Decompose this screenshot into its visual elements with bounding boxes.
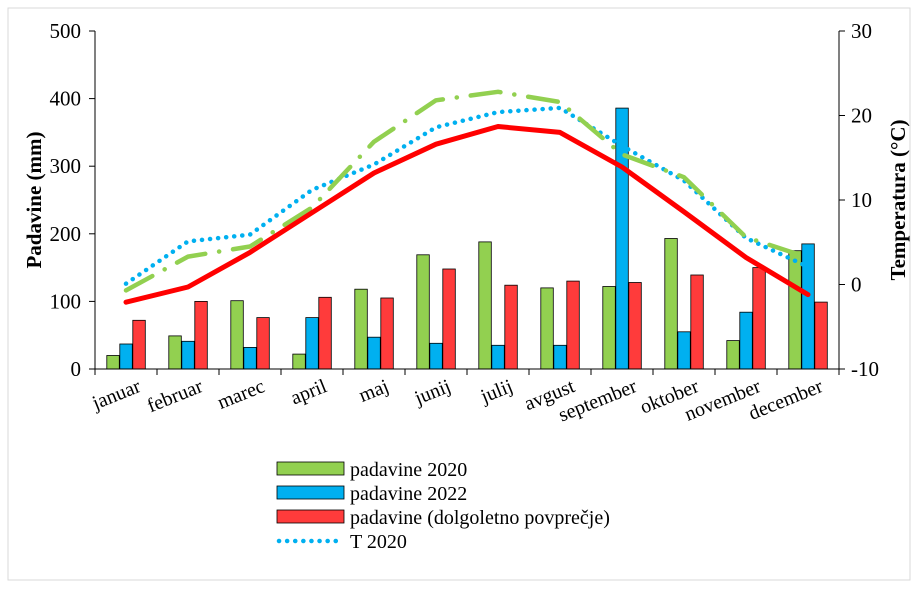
bar-padavine-dolgoletno-povpre-je--julij: [504, 284, 518, 370]
bar-padavine-2020-december: [788, 250, 802, 370]
y-tick-label: 400: [50, 87, 82, 111]
bar-padavine-2022-januar: [119, 343, 133, 370]
bar-padavine-2022-maj: [367, 336, 381, 370]
line-series-unnamed-1: [123, 89, 811, 293]
bar-padavine-dolgoletno-povpre-je--april: [318, 296, 332, 370]
axes-layer: [89, 30, 845, 375]
bar-padavine-2020-marec: [230, 300, 244, 370]
bar-padavine-2020-avgust: [540, 287, 554, 370]
y2-tick-label: 10: [851, 188, 872, 212]
y2-tick-label: 20: [851, 104, 872, 128]
bar-padavine-2020-september: [602, 286, 616, 370]
bar-padavine-dolgoletno-povpre-je--marec: [256, 317, 270, 370]
bar-padavine-dolgoletno-povpre-je--oktober: [690, 274, 704, 370]
y2-tick-label: -10: [851, 357, 879, 381]
bar-padavine-2020-april: [292, 353, 306, 370]
bar-padavine-2020-julij: [478, 241, 492, 370]
bar-padavine-2022-marec: [243, 346, 257, 370]
legend-swatch-padavine-dolgoletno-povpre-je-: [276, 509, 345, 524]
bar-padavine-2020-februar: [168, 335, 182, 370]
legend-label-padavine-dolgoletno-povpre-je-: padavine (dolgoletno povprečje): [350, 507, 610, 529]
legend-label-padavine-2022: padavine 2022: [350, 483, 467, 505]
bar-padavine-2022-oktober: [677, 331, 691, 370]
bars-layer: [106, 107, 828, 370]
y-axis-title: Padavine (mm): [22, 131, 46, 268]
bar-padavine-2022-avgust: [553, 344, 567, 370]
bar-padavine-2022-junij: [429, 342, 443, 370]
bar-padavine-2020-oktober: [664, 238, 678, 370]
bar-padavine-2022-julij: [491, 344, 505, 370]
bar-padavine-dolgoletno-povpre-je--september: [628, 282, 642, 370]
y-tick-label: 0: [71, 357, 82, 381]
bar-padavine-dolgoletno-povpre-je--junij: [442, 268, 456, 370]
y-tick-label: 300: [50, 154, 82, 178]
y2-tick-label: 0: [851, 273, 862, 297]
y2-axis-title: Temperatura (°C): [886, 119, 910, 280]
y-tick-label: 500: [50, 19, 82, 43]
bar-padavine-dolgoletno-povpre-je--avgust: [566, 280, 580, 370]
legend-swatch-padavine-2022: [276, 485, 345, 500]
y-tick-label: 100: [50, 289, 82, 313]
bar-padavine-dolgoletno-povpre-je--januar: [132, 319, 146, 370]
y-tick-label: 200: [50, 222, 82, 246]
bar-padavine-2020-maj: [354, 288, 368, 370]
line-series-unnamed-2: [123, 124, 811, 305]
bar-padavine-2020-junij: [416, 254, 430, 370]
bar-padavine-dolgoletno-povpre-je--november: [752, 267, 766, 370]
legend-label-padavine-2020: padavine 2020: [350, 459, 467, 481]
legend-swatch-padavine-2020: [276, 461, 345, 476]
lines-layer: [123, 89, 811, 305]
bar-padavine-2020-januar: [106, 355, 120, 370]
bar-padavine-dolgoletno-povpre-je--februar: [194, 300, 208, 370]
bar-padavine-dolgoletno-povpre-je--december: [814, 301, 828, 370]
y2-tick-label: 30: [851, 19, 872, 43]
legend-label-t-2020: T 2020: [350, 531, 407, 553]
bar-padavine-2022-november: [739, 311, 753, 370]
bar-padavine-dolgoletno-povpre-je--maj: [380, 297, 394, 370]
bar-padavine-2022-februar: [181, 340, 195, 370]
bar-padavine-2022-april: [305, 317, 319, 370]
bar-padavine-2020-november: [726, 340, 740, 370]
